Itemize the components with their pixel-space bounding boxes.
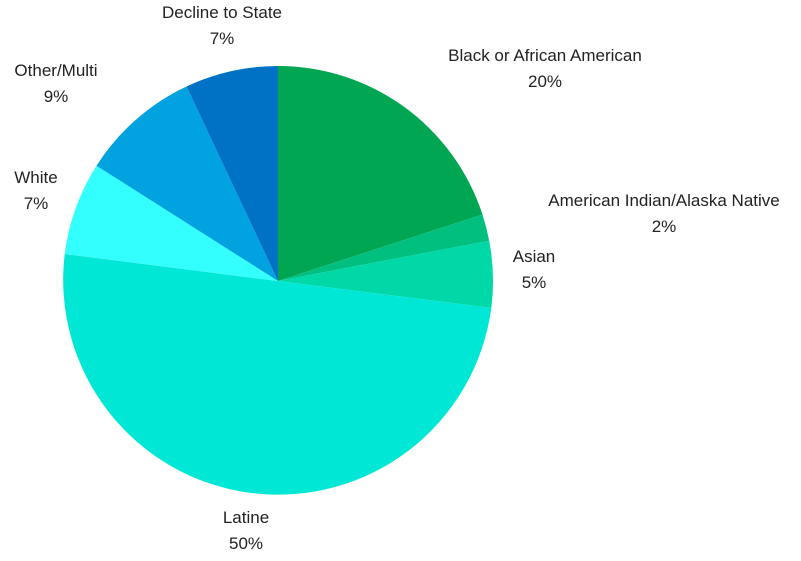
slice-label-american-indian-alaska-native: American Indian/Alaska Native — [548, 191, 780, 210]
pie-slice-black-or-african-american — [278, 66, 483, 281]
pie-slice-decline-to-state — [186, 66, 278, 281]
labels-layer: Black or African American 20% American Ind… — [14, 3, 779, 553]
slice-label-latine: Latine — [223, 508, 269, 527]
slice-value-label-asian: 5% — [522, 273, 547, 292]
slice-label-black-or-african-american: Black or African American — [448, 46, 642, 65]
slice-label-decline-to-state: Decline to State — [162, 3, 282, 22]
slice-value-label-decline-to-state: 7% — [210, 29, 235, 48]
pie-slice-american-indian-alaska-native — [278, 214, 490, 281]
slices-layer — [63, 66, 493, 495]
slice-value-label-black-or-african-american: 20% — [528, 72, 562, 91]
pie-slice-other-multi — [96, 86, 278, 282]
pie-slice-latine — [63, 254, 492, 495]
slice-value-label-american-indian-alaska-native: 2% — [652, 217, 677, 236]
slice-label-asian: Asian — [513, 247, 556, 266]
slice-value-label-other-multi: 9% — [44, 87, 69, 106]
slice-value-label-latine: 50% — [229, 534, 263, 553]
slice-label-other-multi: Other/Multi — [14, 61, 97, 80]
slice-value-label-white: 7% — [24, 194, 49, 213]
pie-slice-white — [64, 165, 278, 281]
pie-slice-asian — [278, 240, 493, 308]
slice-label-white: White — [14, 168, 57, 187]
